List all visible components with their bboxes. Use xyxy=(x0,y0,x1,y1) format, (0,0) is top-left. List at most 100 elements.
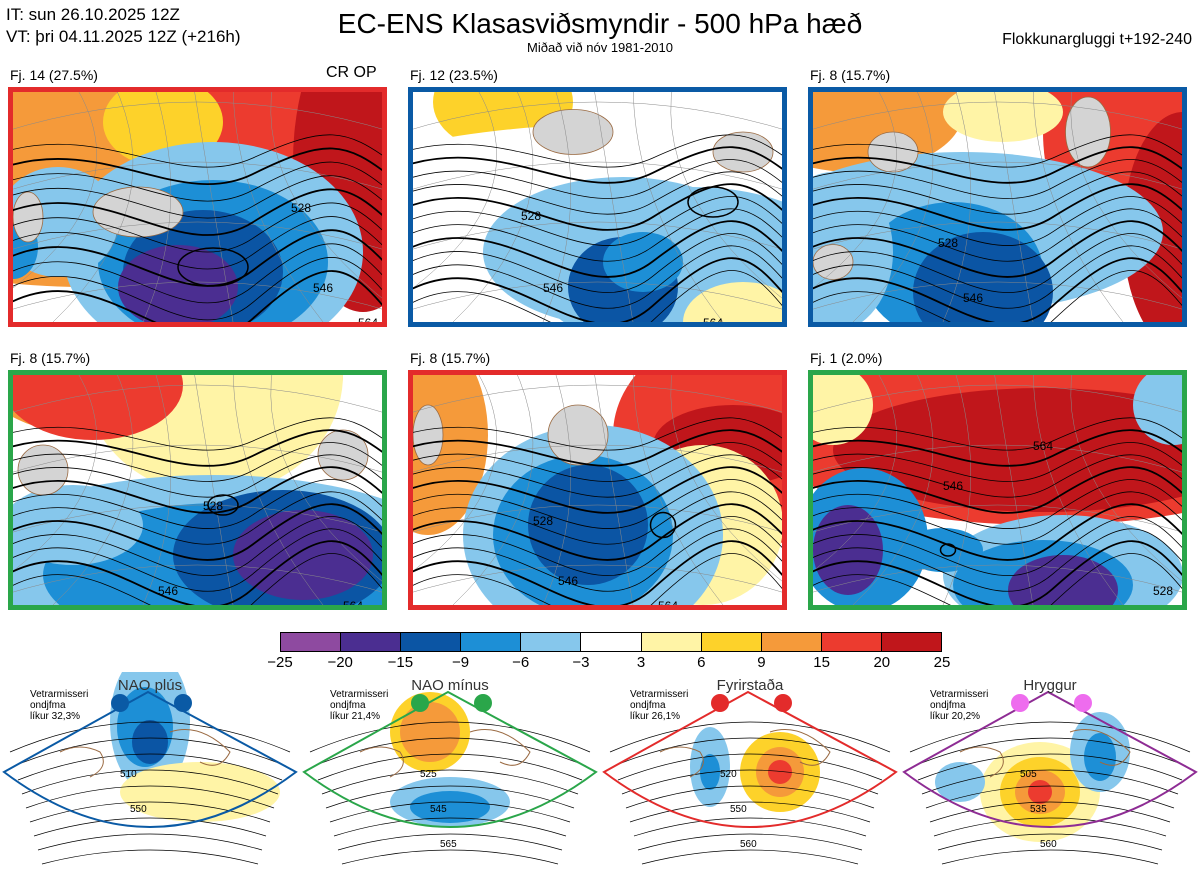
window-label: Flokkunargluggi t+192-240 xyxy=(1002,31,1192,48)
graticule-meridian xyxy=(994,375,1034,605)
height-contour xyxy=(13,202,382,253)
fan-anomaly xyxy=(400,702,460,762)
graticule-meridian xyxy=(413,92,497,289)
regime-dot xyxy=(1074,694,1092,712)
height-contour xyxy=(813,528,1182,592)
land-mass xyxy=(532,109,614,155)
height-contour xyxy=(413,146,782,184)
anomaly-area xyxy=(13,375,183,440)
height-contour xyxy=(813,183,1182,231)
height-contour xyxy=(813,429,1182,467)
graticule-parallel xyxy=(813,564,1182,593)
anomaly-area xyxy=(813,505,883,595)
height-contour xyxy=(413,171,782,215)
graticule-meridian xyxy=(670,375,782,582)
fan-contour xyxy=(325,785,575,809)
colorbar-ticks: −25 −20 −15 −9 −6 −3 3 6 9 15 20 25 xyxy=(0,654,1200,674)
cluster-map-svg: 528 546 564 xyxy=(813,92,1182,322)
regime-note: Vetrarmisseri xyxy=(330,689,388,700)
height-contour xyxy=(413,479,782,529)
graticule-meridian xyxy=(542,92,572,322)
graticule-meridian xyxy=(1070,92,1182,299)
height-contour xyxy=(813,516,1182,577)
height-contour xyxy=(413,503,782,561)
contour-label: 528 xyxy=(938,236,958,250)
fan-contour xyxy=(333,817,567,837)
fan-contour xyxy=(633,817,867,837)
regime-note: líkur 26,1% xyxy=(630,711,680,722)
fan-contour xyxy=(317,753,583,781)
fan-coastline xyxy=(959,729,1131,778)
fan-contour xyxy=(913,737,1187,767)
regime-dot xyxy=(711,694,729,712)
anomaly-area xyxy=(1133,375,1182,445)
regime-note: ondjfma xyxy=(930,700,966,711)
height-contour xyxy=(13,229,382,287)
fan-contour xyxy=(9,721,291,753)
cluster-2-label: Fj. 12 (23.5%) xyxy=(410,67,498,83)
cluster-map-svg: 528 546 564 xyxy=(413,92,782,322)
height-contour xyxy=(413,183,782,231)
fan-outline xyxy=(302,690,598,828)
height-contour xyxy=(13,540,382,605)
height-contour xyxy=(413,270,782,322)
fan-contour xyxy=(41,849,259,865)
height-contour xyxy=(413,208,782,262)
cluster-1-note: CR OP xyxy=(326,64,377,81)
fan-contour xyxy=(637,833,863,851)
fan-contour xyxy=(629,801,871,823)
height-contour xyxy=(13,257,382,321)
graticule-meridian xyxy=(594,375,634,605)
colorbar-tick-label: 20 xyxy=(873,654,891,671)
graticule-parallel xyxy=(813,281,1182,310)
contour-label: 546 xyxy=(558,574,578,588)
height-contour xyxy=(13,243,382,304)
colorbar-tick-label: 6 xyxy=(697,654,706,671)
height-contour xyxy=(13,417,382,451)
cluster-4-label: Fj. 8 (15.7%) xyxy=(10,350,91,366)
height-contour xyxy=(13,516,382,577)
fan-coastline xyxy=(659,729,831,778)
fan-contour xyxy=(25,785,275,809)
fan-contour xyxy=(613,737,887,767)
height-contour xyxy=(13,188,382,236)
graticule-meridian xyxy=(1070,375,1182,582)
height-contour xyxy=(413,257,782,322)
fan-contour xyxy=(941,849,1159,865)
colorbar-tick-label: 3 xyxy=(636,654,646,671)
contour-label: 546 xyxy=(158,584,178,598)
graticule-parallel xyxy=(13,564,382,593)
low-center-contour xyxy=(939,543,957,557)
colorbar-swatch xyxy=(281,633,341,651)
fan-contour xyxy=(337,833,563,851)
regime-dot xyxy=(474,694,492,712)
contour-label: 528 xyxy=(1153,584,1173,598)
contour-label: 564 xyxy=(358,316,378,322)
graticule-meridian xyxy=(452,375,534,605)
height-contour xyxy=(813,146,1182,184)
colorbar-swatch xyxy=(820,633,881,651)
height-contour xyxy=(13,479,382,529)
low-center-contour xyxy=(649,511,677,539)
height-contour xyxy=(13,175,382,219)
height-contour xyxy=(13,270,382,322)
fan-contour xyxy=(37,833,263,851)
graticule-meridian xyxy=(413,375,497,572)
fan-contour-label: 545 xyxy=(430,804,447,815)
fan-anomaly xyxy=(1028,780,1052,804)
graticule-parallel xyxy=(813,444,1182,473)
contour-label: 564 xyxy=(1033,439,1053,453)
fan-contour xyxy=(617,753,883,781)
colorbar-tick-label: −15 xyxy=(387,654,414,671)
low-center-contour xyxy=(687,186,739,218)
fan-contour xyxy=(641,849,859,865)
fan-contour-label: 550 xyxy=(730,804,747,815)
contour-label: 564 xyxy=(1048,321,1068,322)
cluster-5-label: Fj. 8 (15.7%) xyxy=(410,350,491,366)
graticule-meridian xyxy=(194,92,234,322)
colorbar xyxy=(280,632,942,652)
height-contour xyxy=(413,220,782,278)
graticule-meridian xyxy=(13,375,97,572)
height-contour xyxy=(413,540,782,605)
graticule-parallel xyxy=(413,281,782,310)
